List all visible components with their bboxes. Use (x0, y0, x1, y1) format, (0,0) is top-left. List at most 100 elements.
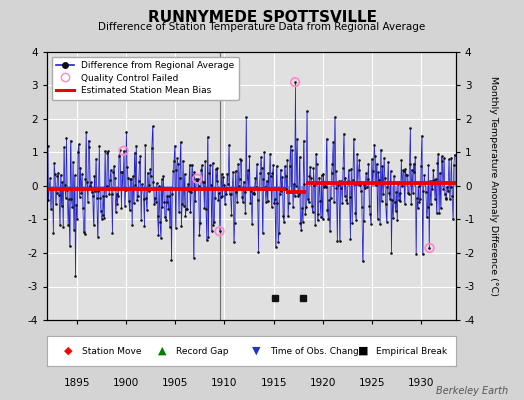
Point (350, 136, 358, 142)
Point (338, 200, 346, 206)
Point (160, 199, 168, 205)
Point (53, 173, 62, 179)
Point (64, 222, 72, 228)
Point (54, 170, 62, 176)
Point (167, 185, 175, 192)
Point (166, 224, 174, 230)
Text: 1900: 1900 (113, 378, 139, 388)
Point (363, 183, 371, 190)
Point (122, 129, 130, 135)
Point (113, 200, 122, 207)
Point (271, 196, 279, 202)
Point (334, 182, 342, 189)
Point (438, 153, 446, 160)
Point (306, 164, 314, 170)
Point (180, 203, 188, 209)
Point (107, 190, 116, 197)
Point (209, 222, 217, 228)
Point (436, 205, 445, 212)
Point (231, 168, 239, 174)
Point (86, 183, 94, 189)
Point (140, 222, 149, 229)
Point (279, 213, 287, 220)
Point (197, 167, 205, 174)
Point (78, 171, 86, 178)
Point (296, 154, 304, 160)
Point (275, 230, 283, 236)
Point (287, 189, 296, 195)
Point (301, 210, 310, 217)
Point (325, 196, 333, 203)
Point (445, 196, 454, 202)
Point (105, 191, 113, 197)
Text: 1910: 1910 (211, 378, 237, 388)
Point (152, 198, 160, 205)
Point (257, 154, 265, 161)
Point (302, 204, 310, 211)
Point (405, 191, 413, 197)
Point (190, 255, 198, 261)
Point (247, 188, 255, 194)
Point (81, 176, 90, 182)
Point (169, 168, 177, 174)
Point (269, 162, 278, 168)
Point (384, 159, 392, 165)
Point (451, 152, 459, 158)
Point (368, 179, 377, 186)
Point (348, 177, 357, 184)
Point (151, 194, 159, 201)
Point (170, 158, 178, 164)
Point (385, 190, 393, 196)
Point (154, 212, 162, 219)
Point (342, 196, 351, 203)
Point (157, 176, 166, 182)
Point (423, 204, 432, 210)
Point (429, 166, 438, 173)
Point (193, 178, 201, 184)
Point (370, 141, 378, 148)
Point (394, 180, 402, 187)
Point (282, 186, 291, 193)
Point (163, 192, 171, 199)
Point (367, 156, 376, 162)
Point (171, 142, 179, 149)
Point (237, 157, 245, 163)
Point (94, 188, 103, 194)
Point (174, 161, 182, 167)
Point (87, 179, 95, 186)
Text: Record Gap: Record Gap (176, 346, 228, 356)
Point (129, 200, 138, 206)
Point (114, 193, 122, 200)
Point (238, 194, 246, 201)
Point (298, 205, 306, 212)
Point (389, 215, 397, 221)
Point (76, 164, 84, 171)
Y-axis label: Monthly Temperature Anomaly Difference (°C): Monthly Temperature Anomaly Difference (… (489, 76, 498, 296)
Point (119, 148, 128, 154)
Point (422, 189, 430, 195)
Point (360, 182, 368, 188)
Text: ■: ■ (358, 346, 368, 356)
Point (100, 215, 108, 222)
Point (374, 169, 383, 176)
Point (225, 142, 233, 148)
Point (143, 207, 151, 213)
Point (401, 166, 410, 172)
Point (203, 134, 212, 140)
Point (149, 178, 158, 185)
Point (235, 183, 243, 190)
Point (48, 186, 57, 192)
Point (216, 228, 224, 234)
Point (413, 195, 421, 202)
Point (108, 230, 117, 236)
Point (434, 150, 442, 157)
Point (218, 193, 226, 200)
Point (103, 149, 112, 156)
Point (215, 190, 223, 196)
Point (183, 206, 191, 212)
Point (390, 173, 398, 179)
Point (438, 158, 446, 164)
Point (346, 236, 355, 242)
Point (182, 206, 190, 212)
Point (264, 198, 272, 204)
